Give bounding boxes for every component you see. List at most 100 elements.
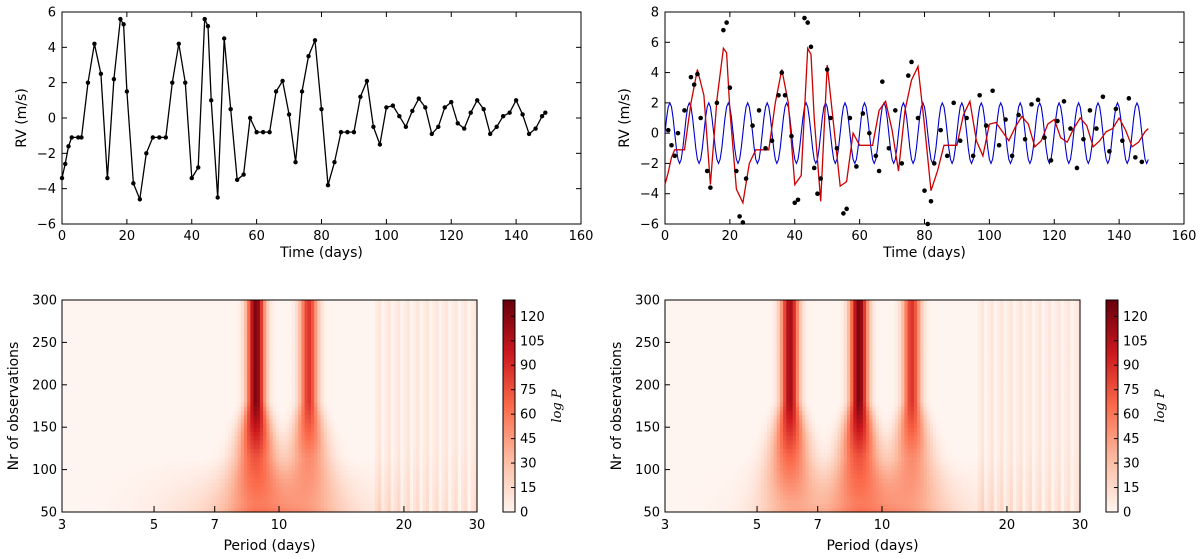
- bl-heat-cell: [263, 482, 267, 488]
- bl-heat-cell: [90, 316, 95, 322]
- bl-heat-cell: [199, 486, 204, 492]
- bl-heat-cell: [87, 308, 92, 314]
- bl-heat-cell: [243, 384, 248, 390]
- bl-heat-cell: [116, 393, 121, 399]
- bl-heat-cell: [355, 380, 360, 386]
- bl-heat-cell: [279, 321, 283, 327]
- bl-heat-cell: [339, 461, 344, 466]
- bl-heat-cell: [125, 452, 130, 458]
- bl-heat-cell: [141, 393, 146, 399]
- bl-heat-cell: [97, 418, 101, 424]
- bl-heat-cell: [116, 461, 121, 466]
- bl-heat-cell: [240, 393, 245, 399]
- bl-heat-cell: [199, 308, 204, 314]
- bl-heat-cell: [167, 452, 172, 458]
- bl-heat-cell: [355, 363, 360, 369]
- bl-heat-cell: [208, 422, 213, 428]
- bl-heat-cell: [259, 350, 264, 356]
- bl-heat-cell: [125, 393, 130, 399]
- bl-heat-cell: [116, 414, 121, 420]
- bl-heat-cell: [282, 346, 287, 352]
- bl-heat-cell: [151, 507, 156, 513]
- bl-heat-cell: [358, 414, 363, 420]
- bl-heat-cell: [266, 367, 271, 373]
- bl-heat-cell: [103, 325, 108, 331]
- bl-heat-cell: [113, 482, 117, 488]
- bl-heat-cell: [352, 342, 357, 348]
- bl-heat-cell: [346, 406, 350, 411]
- bl-heat-cell: [355, 503, 360, 509]
- bl-heat-cell: [176, 435, 181, 441]
- bl-heat-cell: [199, 316, 204, 322]
- bl-heat-cell: [100, 333, 105, 339]
- bl-heat-cell: [119, 397, 124, 403]
- bl-heat-cell: [97, 401, 101, 407]
- bl-heat-cell: [323, 482, 328, 488]
- bl-heat-cell: [186, 422, 191, 428]
- bl-heat-cell: [326, 439, 331, 445]
- bl-heat-cell: [314, 469, 318, 475]
- bl-heat-cell: [301, 444, 306, 449]
- bl-heat-cell: [62, 448, 66, 454]
- bl-heat-cell: [183, 448, 188, 454]
- bl-heat-cell: [145, 503, 149, 509]
- bl-heat-cell: [259, 482, 264, 488]
- bl-heat-cell: [362, 482, 366, 488]
- bl-heat-cell: [298, 350, 303, 356]
- bl-heat-cell: [113, 389, 117, 394]
- bl-heat-cell: [326, 376, 331, 382]
- bl-heat-cell: [148, 486, 152, 492]
- bl-heat-cell: [170, 406, 175, 411]
- bl-heat-cell: [358, 329, 363, 335]
- bl-heat-cell: [317, 367, 322, 373]
- bl-heat-cell: [157, 448, 162, 454]
- bl-heat-cell: [189, 422, 194, 428]
- bl-heat-cell: [301, 350, 306, 356]
- bl-heat-cell: [186, 346, 191, 352]
- bl-heat-cell: [84, 355, 89, 360]
- bl-heat-cell: [71, 448, 76, 454]
- bl-heat-cell: [119, 359, 124, 365]
- bl-heat-cell: [285, 316, 290, 322]
- bl-heat-cell: [205, 397, 210, 403]
- bl-heat-cell: [288, 410, 293, 416]
- bl-heat-cell: [323, 380, 328, 386]
- bl-heat-cell: [173, 490, 178, 496]
- bl-heat-cell: [135, 333, 140, 339]
- bl-heat-cell: [323, 490, 328, 496]
- bl-heat-cell: [106, 495, 111, 500]
- tr-observation-point: [844, 206, 849, 212]
- bl-heat-cell: [173, 325, 178, 331]
- bl-heat-cell: [100, 304, 105, 310]
- bl-heat-cell: [266, 346, 271, 352]
- bl-heat-cell: [247, 486, 251, 492]
- bl-heat-cell: [186, 507, 191, 513]
- bl-heat-cell: [314, 478, 318, 483]
- bl-heat-cell: [279, 495, 283, 500]
- bl-heat-cell: [68, 312, 73, 318]
- bl-heat-cell: [346, 478, 350, 483]
- tl-data-point: [390, 103, 396, 108]
- bl-heat-cell: [68, 406, 73, 411]
- bl-heat-cell: [135, 465, 140, 471]
- bl-heat-cell: [100, 316, 105, 322]
- bl-heat-cell: [250, 372, 255, 377]
- bl-heat-cell: [352, 406, 357, 411]
- bl-heat-cell: [116, 490, 121, 496]
- bl-heat-cell: [141, 465, 146, 471]
- bl-heat-cell: [234, 325, 239, 331]
- tr-observation-point: [669, 142, 674, 148]
- bl-heat-cell: [81, 431, 85, 437]
- tl-xtick-label: 0: [58, 229, 66, 244]
- bl-heat-cell: [352, 333, 357, 339]
- bl-heat-cell: [103, 376, 108, 382]
- bl-heat-cell: [237, 482, 242, 488]
- bl-heat-cell: [307, 418, 312, 424]
- bl-heat-cell: [272, 363, 277, 369]
- bl-heat-cell: [282, 359, 287, 365]
- bl-heat-cell: [125, 384, 130, 390]
- bl-heat-cell: [141, 478, 146, 483]
- bl-heat-cell: [208, 372, 213, 377]
- bl-heat-cell: [196, 316, 200, 322]
- bl-heat-cell: [173, 507, 178, 513]
